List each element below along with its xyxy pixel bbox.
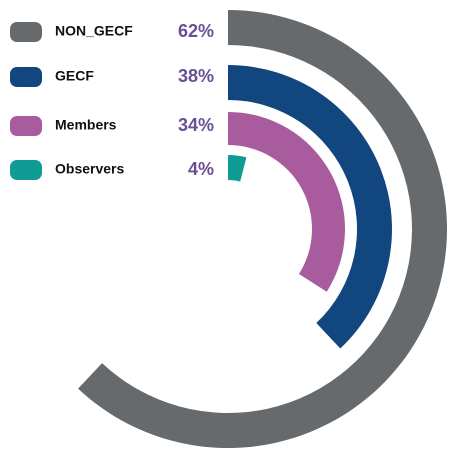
radial-bar xyxy=(228,155,247,182)
legend-swatch xyxy=(10,67,42,87)
legend-swatch xyxy=(10,116,42,136)
legend-label: GECF xyxy=(55,68,94,84)
legend-label: NON_GECF xyxy=(55,23,133,39)
legend-label: Observers xyxy=(55,161,124,177)
legend-swatch xyxy=(10,22,42,42)
legend-swatch xyxy=(10,160,42,180)
legend-label: Members xyxy=(55,117,117,133)
value-label: 62% xyxy=(178,21,214,41)
radial-bar xyxy=(228,65,392,349)
value-label: 4% xyxy=(188,159,214,179)
value-label: 34% xyxy=(178,115,214,135)
radial-bar xyxy=(78,10,448,448)
value-label: 38% xyxy=(178,66,214,86)
radial-bar xyxy=(228,112,345,292)
